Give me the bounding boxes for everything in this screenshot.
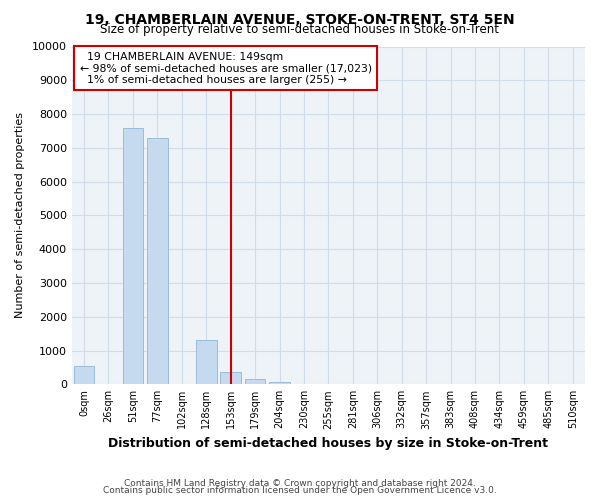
Bar: [196, 340, 217, 384]
Text: Size of property relative to semi-detached houses in Stoke-on-Trent: Size of property relative to semi-detach…: [101, 22, 499, 36]
X-axis label: Distribution of semi-detached houses by size in Stoke-on-Trent: Distribution of semi-detached houses by …: [109, 437, 548, 450]
Y-axis label: Number of semi-detached properties: Number of semi-detached properties: [15, 112, 25, 318]
Bar: [220, 372, 241, 384]
Bar: [74, 366, 94, 384]
Bar: [245, 379, 265, 384]
Bar: [269, 382, 290, 384]
Text: 19, CHAMBERLAIN AVENUE, STOKE-ON-TRENT, ST4 5EN: 19, CHAMBERLAIN AVENUE, STOKE-ON-TRENT, …: [85, 12, 515, 26]
Text: Contains HM Land Registry data © Crown copyright and database right 2024.: Contains HM Land Registry data © Crown c…: [124, 478, 476, 488]
Text: 19 CHAMBERLAIN AVENUE: 149sqm
← 98% of semi-detached houses are smaller (17,023): 19 CHAMBERLAIN AVENUE: 149sqm ← 98% of s…: [80, 52, 371, 85]
Text: Contains public sector information licensed under the Open Government Licence v3: Contains public sector information licen…: [103, 486, 497, 495]
Bar: [147, 138, 168, 384]
Bar: [122, 128, 143, 384]
